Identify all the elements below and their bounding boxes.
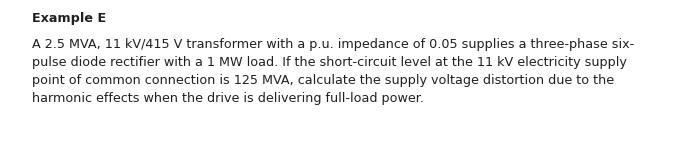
- Text: A 2.5 MVA, 11 kV/415 V transformer with a p.u. impedance of 0.05 supplies a thre: A 2.5 MVA, 11 kV/415 V transformer with …: [32, 38, 634, 105]
- Text: Example E: Example E: [32, 12, 106, 25]
